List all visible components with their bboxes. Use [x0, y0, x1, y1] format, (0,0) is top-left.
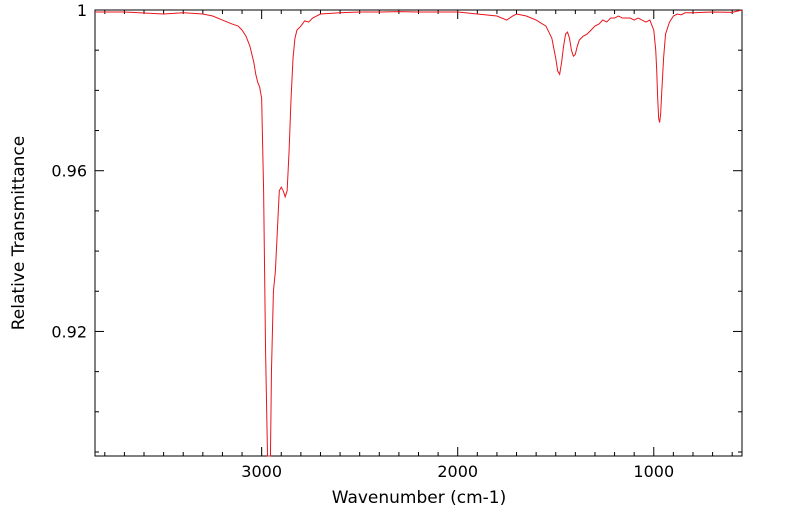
x-tick-label: 1000: [633, 462, 674, 481]
plot-frame: [94, 9, 743, 457]
x-tick-label: 3000: [241, 462, 282, 481]
y-axis-label: Relative Transmittance: [9, 136, 29, 331]
axis-ticks: [95, 9, 742, 456]
y-tick-label: 0.92: [51, 322, 87, 341]
y-tick-label: 1: [77, 1, 87, 20]
axis-tick-labels: 3000 2000 1000 0.92 0.96 1: [51, 1, 674, 481]
series-line: [95, 9, 743, 457]
x-axis-label: Wavenumber (cm-1): [332, 488, 507, 508]
y-tick-label: 0.96: [51, 162, 87, 181]
x-tick-label: 2000: [437, 462, 478, 481]
